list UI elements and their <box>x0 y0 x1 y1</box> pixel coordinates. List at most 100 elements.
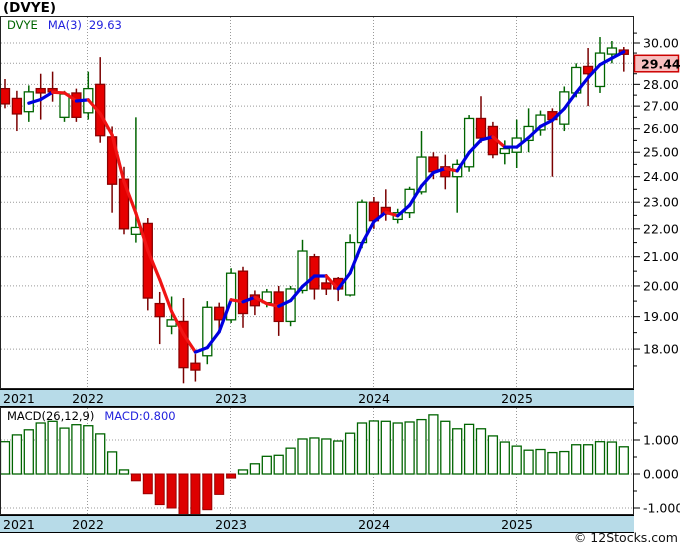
ma-segment <box>62 91 79 103</box>
macd-bar-positive <box>47 420 58 475</box>
macd-bar-positive <box>511 445 522 475</box>
year-label-2025: 2025 <box>501 517 533 532</box>
ma-segment <box>431 166 447 175</box>
macd-bar-positive <box>440 420 451 475</box>
ma-segment <box>562 90 578 111</box>
macd-bar-positive <box>618 446 629 475</box>
axis-tick-label: 23.00 <box>643 195 679 210</box>
macd-bar-positive <box>547 451 558 475</box>
ma-segment <box>27 97 43 105</box>
macd-bar-negative <box>202 473 213 511</box>
year-label-2021: 2021 <box>3 517 35 532</box>
axis-tick-label: -1.000 <box>643 501 680 516</box>
macd-bar-positive <box>416 418 427 475</box>
year-label-2025: 2025 <box>501 391 533 406</box>
macd-bar-negative <box>154 473 165 506</box>
ma-segment <box>170 309 186 336</box>
macd-bar-positive <box>35 422 46 475</box>
macd-bar-positive <box>475 428 487 475</box>
ma-segment <box>122 180 138 215</box>
candle <box>416 156 427 193</box>
candle <box>440 166 451 178</box>
ma-segment <box>598 56 614 67</box>
ma-segment <box>360 220 376 246</box>
macd-bar-positive <box>606 441 618 475</box>
axis-tick-label: 20.00 <box>643 278 679 293</box>
ma-segment <box>408 184 424 207</box>
ma-segment <box>253 295 269 306</box>
candle <box>297 250 308 292</box>
ma-segment <box>479 135 495 142</box>
macd-bar-positive <box>559 450 570 475</box>
ma-segment <box>419 170 435 188</box>
macd-bar-positive <box>11 434 23 475</box>
macd-bar-positive <box>273 454 284 475</box>
ma-segment <box>86 98 102 116</box>
main-gridlines <box>1 17 633 388</box>
ma-segment <box>134 211 150 253</box>
macd-value-label: MACD:0.800 <box>104 409 176 423</box>
macd-bar-positive <box>571 444 582 475</box>
ma-segment <box>74 98 90 103</box>
ma-segment <box>193 346 209 354</box>
macd-bar-positive <box>523 449 534 475</box>
macd-bar-positive <box>23 429 34 475</box>
main-chart-canvas <box>1 17 633 388</box>
ma-segment <box>467 138 483 155</box>
year-label-2022: 2022 <box>72 391 104 406</box>
ma-segment <box>181 332 197 354</box>
ma-segment <box>455 151 471 173</box>
ma-segment <box>265 302 281 308</box>
candle <box>321 282 332 290</box>
macd-bar-positive <box>582 444 594 475</box>
candles-layer <box>1 37 629 384</box>
candle <box>71 92 82 118</box>
macd-bar-positive <box>95 433 106 475</box>
macd-bar-negative <box>142 473 153 495</box>
year-label-2023: 2023 <box>215 517 247 532</box>
ma-segment <box>396 203 412 218</box>
legend-symbol: DVYE <box>7 18 38 32</box>
macd-bar-positive <box>392 422 403 475</box>
macd-pane: MACD(26,12,9) MACD:0.800 <box>0 407 634 515</box>
axis-tick-label: 30.00 <box>643 36 679 51</box>
candle <box>154 302 165 318</box>
legend-ma-label: MA(3) <box>47 18 82 32</box>
ma-segment <box>348 241 364 275</box>
macd-bars-layer <box>1 414 629 514</box>
macd-bar-positive <box>594 441 606 475</box>
ma-segment <box>229 298 245 304</box>
candle <box>404 188 415 214</box>
macd-bar-positive <box>535 448 546 475</box>
macd-bar-negative <box>226 473 237 479</box>
ma-segment <box>110 133 126 184</box>
macd-bar-positive <box>297 438 308 475</box>
ma-segment <box>336 271 352 291</box>
macd-bar-positive <box>261 455 272 475</box>
macd-bar-negative <box>130 473 141 482</box>
macd-bar-positive <box>309 437 320 475</box>
ma-segment <box>158 277 174 314</box>
ma-segment <box>491 135 507 149</box>
macd-bar-positive <box>83 425 94 475</box>
axis-tick-label: 19.00 <box>643 309 679 324</box>
year-label-2022: 2022 <box>72 517 104 532</box>
main-chart-legend: DVYE MA(3) 29.63 <box>7 18 122 32</box>
candle <box>285 288 296 323</box>
axis-tick-label: 21.00 <box>643 249 679 264</box>
ma-segment <box>146 248 162 282</box>
candle <box>428 156 439 173</box>
macd-bar-positive <box>344 432 356 475</box>
ma-segment <box>515 136 531 149</box>
x-axis-band-main: 2021 2022 2023 2024 2025 <box>0 389 634 407</box>
ma-segment <box>610 50 626 60</box>
candle <box>190 362 201 371</box>
macd-bar-positive <box>59 427 70 475</box>
axis-tick-label: 22.00 <box>643 221 679 236</box>
ma-segment <box>241 295 257 304</box>
axis-tick-label: 25.00 <box>643 145 679 160</box>
ma-segment <box>538 118 555 129</box>
macd-bar-negative <box>214 473 225 495</box>
candle <box>214 306 225 321</box>
ma-segment <box>50 90 67 95</box>
